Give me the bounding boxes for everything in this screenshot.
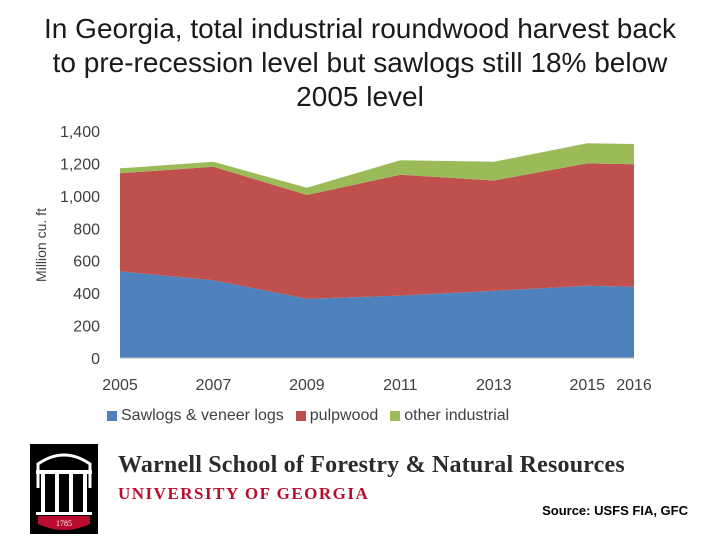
uga-arch-logo: 1785	[30, 444, 98, 534]
y-tick-label: 0	[91, 351, 100, 368]
area-other-industrial	[120, 143, 634, 195]
legend-swatch-pulpwood	[295, 411, 306, 421]
x-tick-label: 2005	[102, 377, 138, 394]
legend-swatch-sawlogs	[107, 411, 117, 421]
title-line-3: 2005 level	[296, 81, 424, 112]
y-tick-label: 1,400	[60, 124, 100, 141]
logo-year: 1785	[56, 519, 72, 528]
university-name: UNIVERSITY OF GEORGIA	[118, 484, 370, 503]
x-tick-label: 2007	[196, 377, 232, 394]
title-line-2: to pre-recession level but sawlogs still…	[52, 47, 668, 78]
legend-label-pulpwood: pulpwood	[309, 407, 379, 424]
legend-item-other: other industrial	[390, 407, 509, 425]
x-tick-label: 2015	[569, 377, 605, 394]
source-note: Source: USFS FIA, GFC	[542, 503, 688, 518]
legend-item-pulpwood: pulpwood	[295, 407, 379, 425]
legend-item-sawlogs: Sawlogs & veneer logs	[107, 407, 284, 425]
x-tick-label: 2011	[383, 377, 418, 394]
x-tick-label: 2013	[476, 377, 512, 394]
title-line-1: In Georgia, total industrial roundwood h…	[44, 13, 676, 44]
y-tick-label: 400	[73, 286, 100, 303]
legend-swatch-other	[390, 411, 401, 421]
chart-legend: Sawlogs & veneer logs pulpwood other ind…	[107, 407, 521, 425]
legend-label-sawlogs: Sawlogs & veneer logs	[121, 407, 284, 424]
y-tick-label: 800	[73, 221, 100, 238]
x-tick-label: 2009	[289, 377, 325, 394]
area-layers	[120, 143, 634, 358]
y-tick-label: 1,000	[60, 189, 100, 206]
school-name: Warnell School of Forestry & Natural Res…	[118, 452, 625, 478]
y-tick-label: 1,200	[60, 156, 100, 173]
legend-label-other: other industrial	[404, 407, 510, 424]
y-axis-label: Million cu. ft	[33, 208, 49, 282]
y-axis-ticks: 0 200 400 600 800 1,000 1,200 1,400	[60, 124, 100, 368]
y-tick-label: 200	[73, 319, 100, 336]
slide-title: In Georgia, total industrial roundwood h…	[0, 12, 720, 114]
area-pulpwood	[120, 163, 634, 299]
x-tick-label: 2016	[616, 377, 652, 394]
y-tick-label: 600	[73, 254, 100, 271]
x-axis-ticks: 2005 2007 2009 2011 2013 2015 2016	[102, 377, 652, 394]
area-sawlogs-veneer-logs	[120, 271, 634, 358]
